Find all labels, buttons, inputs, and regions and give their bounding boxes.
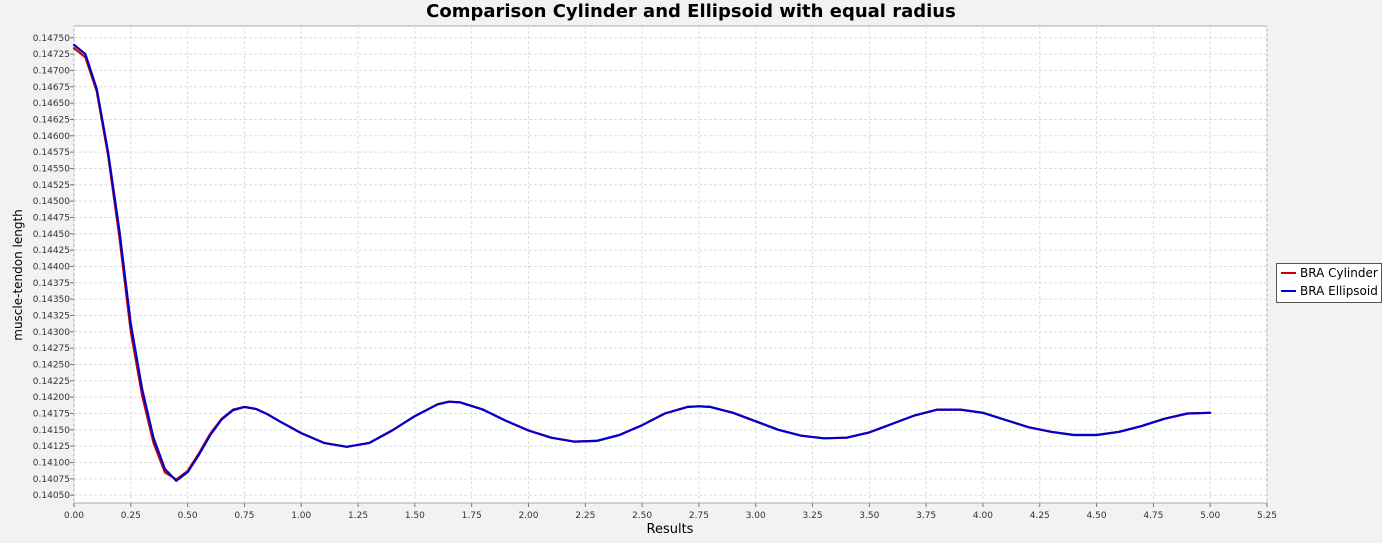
x-tick-label: 1.00 — [291, 511, 311, 521]
x-tick-label: 0.00 — [64, 511, 84, 521]
x-tick-label: 3.00 — [746, 511, 766, 521]
x-tick-label: 3.75 — [916, 511, 936, 521]
x-tick-label: 1.25 — [348, 511, 368, 521]
y-tick-label: 0.14700 — [33, 66, 70, 76]
y-axis-label: muscle-tendon length — [11, 209, 25, 341]
y-tick-label: 0.14325 — [33, 311, 70, 321]
y-tick-label: 0.14600 — [33, 132, 70, 142]
plot-area — [73, 25, 1268, 504]
y-tick-label: 0.14525 — [33, 181, 70, 191]
legend-label-cylinder: BRA Cylinder — [1300, 266, 1378, 280]
y-tick-label: 0.14350 — [33, 295, 70, 305]
y-tick-label: 0.14575 — [33, 148, 70, 158]
y-tick-label: 0.14100 — [33, 458, 70, 468]
legend-swatch-cylinder — [1281, 272, 1296, 274]
y-tick-label: 0.14300 — [33, 328, 70, 338]
x-tick-label: 0.50 — [178, 511, 198, 521]
y-tick-label: 0.14375 — [33, 279, 70, 289]
grid-lines — [73, 26, 1268, 503]
x-tick-label: 2.50 — [632, 511, 652, 521]
chart-title: Comparison Cylinder and Ellipsoid with e… — [426, 1, 956, 22]
legend: BRA Cylinder BRA Ellipsoid — [1276, 263, 1382, 303]
x-tick-label: 2.75 — [689, 511, 709, 521]
y-tick-label: 0.14500 — [33, 197, 70, 207]
x-tick-label: 3.25 — [803, 511, 823, 521]
x-tick-label: 4.50 — [1087, 511, 1107, 521]
x-tick-label: 0.25 — [121, 511, 141, 521]
x-tick-label: 2.00 — [518, 511, 538, 521]
x-tick-label: 4.25 — [1030, 511, 1050, 521]
series-line-ellipsoid — [72, 43, 1212, 482]
x-tick-label: 4.75 — [1143, 511, 1163, 521]
y-tick-label: 0.14475 — [33, 213, 70, 223]
y-tick-label: 0.14675 — [33, 83, 70, 93]
y-tick-label: 0.14625 — [33, 115, 70, 125]
y-tick-label: 0.14650 — [33, 99, 70, 109]
x-tick-label: 5.00 — [1200, 511, 1220, 521]
x-tick-label: 5.25 — [1257, 511, 1277, 521]
legend-swatch-ellipsoid — [1281, 290, 1296, 292]
y-tick-label: 0.14075 — [33, 475, 70, 485]
y-tick-label: 0.14425 — [33, 246, 70, 256]
y-tick-label: 0.14200 — [33, 393, 70, 403]
y-tick-label: 0.14550 — [33, 164, 70, 174]
y-tick-label: 0.14725 — [33, 50, 70, 60]
y-tick-label: 0.14125 — [33, 442, 70, 452]
x-tick-label: 1.75 — [462, 511, 482, 521]
y-tick-label: 0.14750 — [33, 34, 70, 44]
legend-item-ellipsoid: BRA Ellipsoid — [1277, 282, 1381, 300]
x-tick-label: 2.25 — [575, 511, 595, 521]
x-axis: 0.00 0.25 0.50 0.75 1.00 1.25 1.50 1.75 2.00 2.25… — [64, 503, 1277, 521]
x-tick-label: 4.00 — [973, 511, 993, 521]
y-tick-label: 0.14250 — [33, 360, 70, 370]
y-tick-label: 0.14150 — [33, 426, 70, 436]
y-axis: 0.14050 0.14075 0.14100 0.14125 0.14150 0.141… — [33, 34, 74, 501]
legend-label-ellipsoid: BRA Ellipsoid — [1300, 284, 1378, 298]
x-axis-label: Results — [647, 522, 694, 537]
y-tick-label: 0.14050 — [33, 491, 70, 501]
y-tick-label: 0.14175 — [33, 409, 70, 419]
x-tick-label: 3.50 — [859, 511, 879, 521]
y-tick-label: 0.14450 — [33, 230, 70, 240]
x-tick-label: 0.75 — [234, 511, 254, 521]
y-tick-label: 0.14225 — [33, 377, 70, 387]
series-lines — [72, 43, 1212, 482]
y-tick-label: 0.14400 — [33, 262, 70, 272]
y-tick-label: 0.14275 — [33, 344, 70, 354]
x-tick-label: 1.50 — [405, 511, 425, 521]
legend-item-cylinder: BRA Cylinder — [1277, 264, 1381, 282]
